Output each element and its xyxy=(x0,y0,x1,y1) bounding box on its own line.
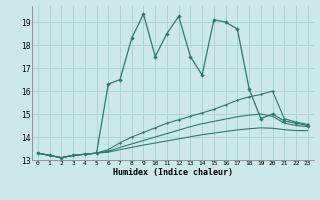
X-axis label: Humidex (Indice chaleur): Humidex (Indice chaleur) xyxy=(113,168,233,177)
